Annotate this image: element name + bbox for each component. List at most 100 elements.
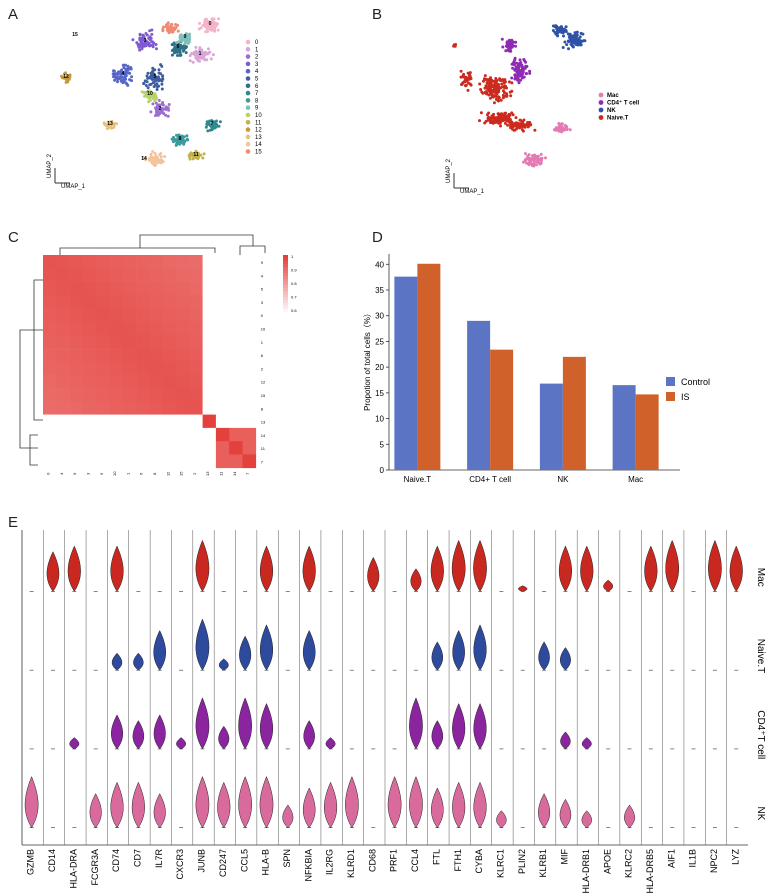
umap-a-point — [145, 43, 149, 47]
umap-a-point — [151, 81, 155, 85]
umap-a-point — [159, 72, 163, 76]
violin-shape — [302, 629, 316, 671]
umap-b-point — [489, 116, 493, 120]
heatmap-dendrogram — [19, 234, 266, 466]
umap-b-point — [570, 41, 574, 45]
umap-a-point — [110, 126, 113, 130]
umap-a-point — [206, 129, 210, 133]
heatmap-cell — [189, 454, 203, 469]
heatmap-cell — [176, 281, 190, 296]
umap-a-point — [146, 71, 150, 75]
heatmap-cell — [189, 388, 203, 402]
scale-segment — [283, 279, 288, 283]
umap-a-point — [164, 105, 168, 109]
umap-a-point — [160, 102, 164, 106]
umap-a-point — [163, 155, 167, 159]
violin-shape — [111, 714, 124, 750]
umap-b-point — [565, 43, 569, 47]
umap-a-point — [199, 153, 203, 157]
umap-a-point — [149, 110, 153, 114]
umap-a-point — [194, 149, 198, 153]
umap-a-legend-label: 2 — [255, 55, 259, 61]
umap-a-point — [176, 54, 179, 57]
heatmap-col-label: 4 — [59, 472, 64, 475]
heatmap-cell — [162, 268, 177, 282]
umap-a-point — [198, 54, 202, 58]
umap-b-point — [504, 111, 508, 115]
heatmap-cell — [56, 294, 70, 309]
heatmap-cell — [69, 454, 84, 469]
umap-a-point — [113, 122, 117, 126]
umap-a-point — [173, 27, 177, 31]
heatmap-cell — [82, 268, 97, 282]
scale-segment — [283, 297, 288, 301]
chart-d-legend-label: Control — [681, 377, 710, 387]
umap-a-point — [201, 24, 205, 27]
heatmap-cell — [229, 374, 243, 389]
umap-a-point — [175, 47, 178, 51]
heatmap-cell — [109, 321, 124, 336]
umap-a-point — [153, 99, 157, 103]
umap-a-point — [152, 85, 156, 89]
umap-b-point — [521, 70, 525, 74]
heatmap-row-label: 3 — [261, 300, 264, 305]
heatmap-cell — [149, 268, 163, 282]
heatmap-cell — [82, 255, 97, 269]
umap-a-point — [188, 35, 192, 39]
panel-letter-e: E — [8, 514, 19, 531]
umap-a-legend-label: 13 — [255, 135, 262, 141]
umap-a-legend-label: 3 — [255, 62, 259, 68]
umap-b-point — [501, 93, 505, 97]
violin-shape — [259, 624, 274, 671]
umap-a-point — [140, 90, 144, 94]
umap-a-point — [114, 72, 118, 76]
violin-shape — [259, 702, 274, 750]
umap-a-cluster-label: 15 — [72, 32, 78, 38]
heatmap-cell — [162, 454, 177, 469]
heatmap-cell — [122, 454, 137, 469]
umap-b-point — [487, 93, 491, 97]
umap-a-point — [140, 41, 144, 45]
umap-b-point — [478, 119, 481, 123]
heatmap-row-label: 0 — [261, 313, 264, 318]
umap-a-cluster-label: 5 — [154, 74, 157, 80]
umap-a-point — [187, 40, 191, 44]
umap-a-point — [175, 41, 179, 44]
heatmap-cell — [229, 427, 243, 442]
umap-b-point — [563, 40, 567, 44]
umap-b-point — [459, 69, 463, 73]
heatmap-cell — [43, 374, 57, 389]
heatmap-cell — [96, 374, 110, 389]
umap-a-legend-swatch — [245, 149, 251, 154]
umap-b-point — [514, 40, 518, 44]
heatmap-cell — [229, 308, 243, 322]
heatmap-cell — [149, 334, 163, 349]
umap-a-point — [188, 59, 192, 63]
umap-a-point — [151, 97, 155, 100]
heatmap-cell — [82, 414, 97, 429]
heatmap-row-label: 5 — [261, 287, 264, 292]
umap-a-legend-swatch — [245, 61, 251, 67]
umap-b-legend-swatch — [598, 107, 604, 113]
umap-a-point — [161, 74, 165, 78]
heatmap-cell — [242, 388, 257, 402]
umap-b-point — [513, 73, 517, 77]
violin-gene-label: HLA-DRB5 — [645, 849, 655, 894]
heatmap-cell — [162, 401, 177, 415]
umap-b-point — [561, 31, 565, 35]
umap-a-point — [145, 80, 149, 84]
scale-segment — [283, 303, 288, 307]
umap-b-point — [453, 44, 457, 48]
umap-b-legend-swatch — [598, 100, 604, 105]
heatmap-cell — [215, 401, 230, 415]
heatmap-cell — [109, 427, 124, 442]
heatmap-cell — [56, 348, 70, 362]
umap-a-point — [148, 43, 152, 47]
heatmap-cell — [215, 441, 230, 455]
violin-gene-label: KLRC2 — [624, 849, 634, 878]
heatmap-cell — [122, 294, 137, 309]
heatmap-cell — [176, 374, 190, 389]
heatmap-cell — [136, 281, 150, 296]
umap-b-point — [506, 123, 510, 127]
umap-b-point — [572, 39, 576, 43]
